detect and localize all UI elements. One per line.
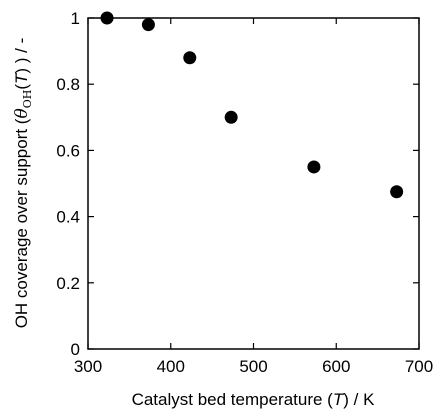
data-point <box>390 185 404 199</box>
tick-labels: 300 400 500 600 700 0 0.2 0.4 0.6 0.8 1 <box>56 9 433 376</box>
data-point <box>224 110 238 124</box>
plot-frame <box>87 17 420 350</box>
x-tick-label: 300 <box>74 357 102 376</box>
y-tick-label: 1 <box>71 9 80 28</box>
y-tick-label: 0.2 <box>56 274 80 293</box>
x-tick-label: 400 <box>157 357 185 376</box>
data-point <box>183 51 197 65</box>
x-tick-label: 700 <box>405 357 433 376</box>
x-tick-label: 500 <box>239 357 267 376</box>
y-tick-label: 0.4 <box>56 208 80 227</box>
y-axis-title: OH coverage over support (θOH(T) ) / - <box>12 38 34 329</box>
x-axis-title: Catalyst bed temperature (T) / K <box>132 390 375 409</box>
x-tick-label: 600 <box>322 357 350 376</box>
data-point <box>307 160 321 174</box>
y-tick-label: 0 <box>71 340 80 359</box>
axis-ticks <box>87 17 420 350</box>
data-point <box>141 18 155 32</box>
data-points <box>100 11 404 199</box>
y-tick-label: 0.8 <box>56 75 80 94</box>
y-tick-label: 0.6 <box>56 141 80 160</box>
data-point <box>100 11 114 25</box>
